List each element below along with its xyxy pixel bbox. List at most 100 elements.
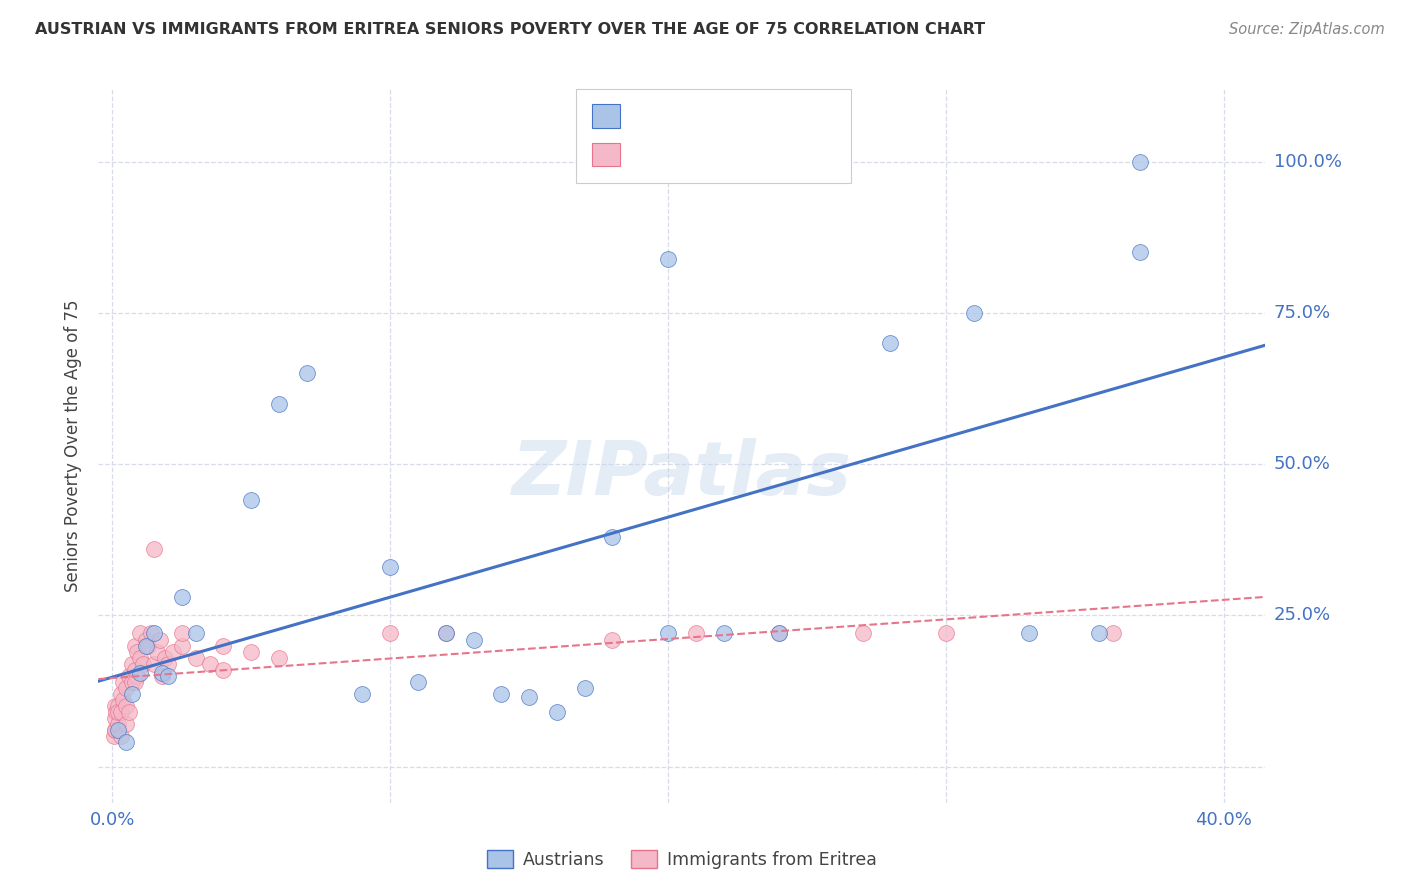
Point <box>110 687 132 701</box>
Point <box>146 645 169 659</box>
Point <box>143 657 166 671</box>
Point <box>124 639 146 653</box>
Point <box>115 735 138 749</box>
Point <box>935 626 957 640</box>
Text: 56: 56 <box>759 145 782 163</box>
Point <box>184 650 207 665</box>
Point <box>110 705 132 719</box>
Text: N =: N = <box>720 145 756 163</box>
Point <box>267 397 290 411</box>
Point <box>851 626 873 640</box>
Text: R =: R = <box>628 145 665 163</box>
Point <box>768 626 790 640</box>
Point <box>463 632 485 647</box>
Point <box>115 681 138 695</box>
Point <box>132 657 155 671</box>
Point <box>135 632 157 647</box>
Point <box>713 626 735 640</box>
Point <box>517 690 540 704</box>
Point <box>121 687 143 701</box>
Point <box>1018 626 1040 640</box>
Text: ZIPatlas: ZIPatlas <box>512 438 852 511</box>
Text: Source: ZipAtlas.com: Source: ZipAtlas.com <box>1229 22 1385 37</box>
Point <box>352 687 374 701</box>
Point <box>118 669 141 683</box>
Point <box>240 493 263 508</box>
Point <box>104 711 127 725</box>
Point <box>143 626 166 640</box>
Point <box>602 530 624 544</box>
Point <box>107 723 129 738</box>
Point <box>156 669 179 683</box>
Point <box>129 665 152 680</box>
Point <box>380 560 402 574</box>
Point <box>150 665 173 680</box>
Point <box>141 626 163 640</box>
Point <box>115 717 138 731</box>
Point <box>143 541 166 556</box>
Point <box>685 626 707 640</box>
Point <box>170 639 193 653</box>
Point <box>121 657 143 671</box>
Point <box>156 657 179 671</box>
Point <box>240 645 263 659</box>
Point <box>170 590 193 604</box>
Point <box>491 687 513 701</box>
Point <box>198 657 221 671</box>
Point <box>148 632 170 647</box>
Y-axis label: Seniors Poverty Over the Age of 75: Seniors Poverty Over the Age of 75 <box>65 300 83 592</box>
Point <box>110 729 132 743</box>
Legend: Austrians, Immigrants from Eritrea: Austrians, Immigrants from Eritrea <box>479 844 884 876</box>
Point <box>212 663 235 677</box>
Point <box>879 336 901 351</box>
Point <box>150 669 173 683</box>
Point <box>107 705 129 719</box>
Point <box>104 723 127 738</box>
Point <box>129 650 152 665</box>
Text: 0.597: 0.597 <box>668 107 720 125</box>
Text: 75.0%: 75.0% <box>1274 304 1331 322</box>
Point <box>135 639 157 653</box>
Point <box>127 645 149 659</box>
Text: 0.048: 0.048 <box>668 145 720 163</box>
Point <box>129 626 152 640</box>
Point <box>127 669 149 683</box>
Point <box>124 674 146 689</box>
Point <box>170 626 193 640</box>
Point <box>115 699 138 714</box>
Point <box>103 723 125 738</box>
Point <box>184 626 207 640</box>
Point <box>962 306 984 320</box>
Text: AUSTRIAN VS IMMIGRANTS FROM ERITREA SENIORS POVERTY OVER THE AGE OF 75 CORRELATI: AUSTRIAN VS IMMIGRANTS FROM ERITREA SENI… <box>35 22 986 37</box>
Point <box>657 252 679 266</box>
Point <box>124 663 146 677</box>
Point <box>112 693 135 707</box>
Point <box>112 674 135 689</box>
Point <box>406 674 429 689</box>
Text: 100.0%: 100.0% <box>1274 153 1341 170</box>
Point <box>107 699 129 714</box>
Point <box>434 626 457 640</box>
Point <box>107 717 129 731</box>
Text: R =: R = <box>628 107 665 125</box>
Point <box>121 674 143 689</box>
Point <box>118 705 141 719</box>
Point <box>546 705 568 719</box>
Point <box>657 626 679 640</box>
Point <box>824 154 846 169</box>
Text: 25.0%: 25.0% <box>1274 607 1331 624</box>
Point <box>162 645 184 659</box>
Text: 34: 34 <box>759 107 783 125</box>
Point <box>138 639 160 653</box>
Point <box>295 367 318 381</box>
Point <box>212 639 235 653</box>
Point <box>1129 154 1152 169</box>
Point <box>380 626 402 640</box>
Point <box>602 632 624 647</box>
Point <box>434 626 457 640</box>
Point <box>104 699 127 714</box>
Point <box>103 729 125 743</box>
Point <box>1087 626 1109 640</box>
Text: N =: N = <box>720 107 756 125</box>
Point <box>153 650 176 665</box>
